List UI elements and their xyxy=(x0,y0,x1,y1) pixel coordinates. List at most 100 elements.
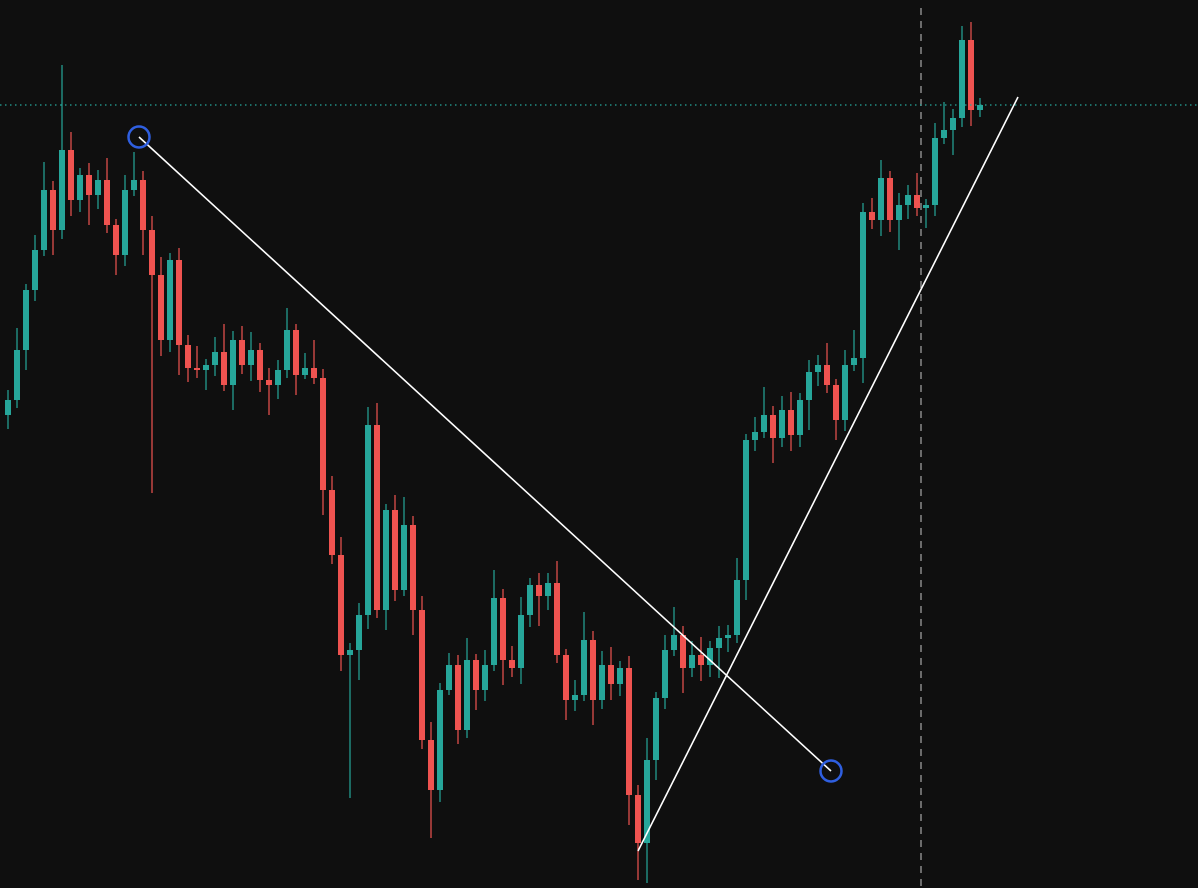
candle-body xyxy=(347,650,353,655)
candle-body xyxy=(707,648,713,665)
candle-body xyxy=(302,368,308,375)
candle-body xyxy=(662,650,668,698)
candle-body xyxy=(68,150,74,200)
candle-body xyxy=(158,275,164,340)
candle-body xyxy=(518,615,524,668)
candle-body xyxy=(239,340,245,365)
trend-line[interactable] xyxy=(138,136,832,772)
candle-body xyxy=(905,195,911,205)
candle-body xyxy=(464,660,470,730)
candle-body xyxy=(572,695,578,700)
candle-body xyxy=(887,178,893,220)
candle-body xyxy=(608,665,614,684)
candle-body xyxy=(257,350,263,380)
candle-body xyxy=(734,580,740,635)
candle-body xyxy=(500,598,506,660)
candle-body xyxy=(941,130,947,138)
candle-body xyxy=(194,368,200,370)
candle-body xyxy=(680,635,686,668)
candle-body xyxy=(5,400,11,415)
candle-body xyxy=(761,415,767,432)
candle-body xyxy=(968,40,974,110)
candle-body xyxy=(212,352,218,365)
candle-body xyxy=(860,212,866,358)
candle-body xyxy=(374,425,380,610)
candle-body xyxy=(626,668,632,795)
candle-body xyxy=(59,150,65,230)
candle-body xyxy=(410,525,416,610)
candle-body xyxy=(95,180,101,195)
candle-body xyxy=(878,178,884,220)
candle-body xyxy=(491,598,497,665)
candle-body xyxy=(383,510,389,610)
candle-body xyxy=(914,195,920,208)
candle-body xyxy=(275,370,281,385)
candle-body xyxy=(599,665,605,700)
candle-body xyxy=(653,698,659,760)
candle-body xyxy=(113,225,119,255)
candle-body xyxy=(293,330,299,375)
drawings[interactable] xyxy=(127,96,1019,852)
candle-body xyxy=(41,190,47,250)
candles xyxy=(5,22,983,883)
candle-body xyxy=(419,610,425,740)
candle-body xyxy=(401,525,407,590)
candle-body xyxy=(752,432,758,440)
candle-body xyxy=(788,410,794,435)
candle-body xyxy=(527,585,533,615)
candle-body xyxy=(284,330,290,370)
candle-body xyxy=(806,372,812,400)
candle-body xyxy=(230,340,236,385)
candle-body xyxy=(455,665,461,730)
candle-body xyxy=(203,365,209,370)
trend-line-handle[interactable] xyxy=(127,125,151,149)
candle-body xyxy=(779,410,785,438)
candle-body xyxy=(266,380,272,385)
candle-body xyxy=(167,260,173,340)
candle-body xyxy=(122,190,128,255)
candle-body xyxy=(635,795,641,843)
candle-body xyxy=(743,440,749,580)
candle-body xyxy=(248,350,254,365)
candle-body xyxy=(923,205,929,208)
candle-body xyxy=(509,660,515,668)
candle-body xyxy=(950,118,956,130)
candle-body xyxy=(851,358,857,365)
candle-body xyxy=(689,655,695,668)
candle-body xyxy=(977,105,983,110)
candle-body xyxy=(833,385,839,420)
candle-body xyxy=(815,365,821,372)
candle-body xyxy=(770,415,776,438)
candle-body xyxy=(671,635,677,650)
candle-body xyxy=(86,175,92,195)
candle-body xyxy=(50,190,56,230)
candle-body xyxy=(644,760,650,843)
candle-body xyxy=(482,665,488,690)
candle-body xyxy=(77,175,83,200)
candle-body xyxy=(959,40,965,118)
candle-body xyxy=(185,345,191,368)
candle-body xyxy=(392,510,398,590)
candle-body xyxy=(896,205,902,220)
candle-body xyxy=(23,290,29,350)
candle-body xyxy=(869,212,875,220)
candle-body xyxy=(698,655,704,665)
candle-body xyxy=(14,350,20,400)
candle-body xyxy=(140,180,146,230)
candle-body xyxy=(554,583,560,655)
trend-line[interactable] xyxy=(637,96,1019,852)
candle-body xyxy=(338,555,344,655)
candle-body xyxy=(563,655,569,700)
candle-body xyxy=(932,138,938,205)
candle-body xyxy=(842,365,848,420)
candle-body xyxy=(581,640,587,695)
candle-body xyxy=(824,365,830,385)
candle-body xyxy=(725,635,731,638)
candle-body xyxy=(311,368,317,378)
candle-body xyxy=(131,180,137,190)
candle-body xyxy=(32,250,38,290)
trend-line-handle[interactable] xyxy=(819,759,843,783)
